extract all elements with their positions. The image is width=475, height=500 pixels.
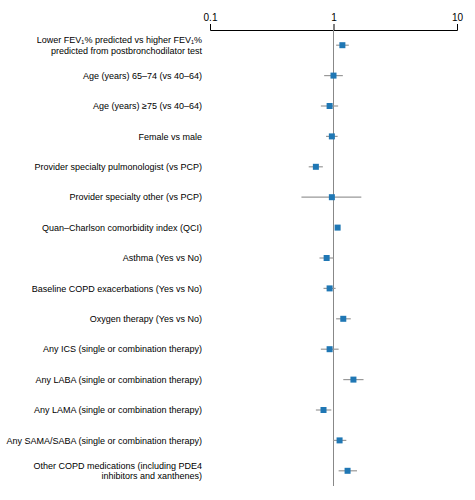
row-label: Oxygen therapy (Yes vs No) — [90, 314, 202, 324]
row-label: Any SAMA/SABA (single or combination the… — [6, 436, 202, 446]
row-label: Provider specialty other (vs PCP) — [69, 192, 202, 202]
row-label: Any LABA (single or combination therapy) — [35, 375, 202, 385]
estimate — [329, 133, 335, 139]
row-label-line: Any LABA (single or combination therapy) — [35, 375, 202, 385]
x-axis: 0.1 1 10 — [204, 12, 464, 31]
tick: 10 — [452, 12, 464, 30]
row-label: Age (years) 65–74 (vs 40–64) — [83, 71, 202, 81]
tick-label: 1 — [331, 12, 337, 23]
tick-label: 0.1 — [204, 12, 218, 23]
estimate — [350, 377, 356, 383]
row-label-line: Asthma (Yes vs No) — [123, 253, 202, 263]
row-label-line: Other COPD medications (including PDE4 — [33, 461, 202, 471]
tick-label: 10 — [452, 12, 464, 23]
row-label: Age (years) ≥75 (vs 40–64) — [93, 101, 202, 111]
row-label: Provider specialty pulmonologist (vs PCP… — [34, 162, 202, 172]
row-label-line: Baseline COPD exacerbations (Yes vs No) — [32, 284, 202, 294]
row-label-line: Quan–Charlson comorbidity index (QCI) — [42, 223, 202, 233]
tick: 0.1 — [204, 12, 218, 30]
row-labels: Lower FEV₁% predicted vs higher FEV₁%pre… — [6, 35, 202, 481]
estimate — [345, 468, 351, 474]
row-label: Lower FEV₁% predicted vs higher FEV₁%pre… — [37, 35, 203, 56]
row-label-line: Oxygen therapy (Yes vs No) — [90, 314, 202, 324]
row-label-line: Any ICS (single or combination therapy) — [43, 344, 202, 354]
row-label-line: Any SAMA/SABA (single or combination the… — [6, 436, 202, 446]
row-label: Female vs male — [138, 132, 202, 142]
tick-mark — [210, 24, 211, 30]
estimate — [327, 285, 333, 291]
row-label: Asthma (Yes vs No) — [123, 253, 202, 263]
estimate — [327, 346, 333, 352]
estimate — [327, 103, 333, 109]
row-label-line: Any LAMA (single or combination therapy) — [34, 405, 202, 415]
estimate — [339, 42, 345, 48]
marks — [301, 30, 363, 486]
row-label: Quan–Charlson comorbidity index (QCI) — [42, 223, 202, 233]
estimate — [337, 437, 343, 443]
estimate — [331, 73, 337, 79]
plot: 0.1 1 10 — [204, 12, 464, 486]
row-label-line: Female vs male — [138, 132, 202, 142]
estimate — [329, 194, 335, 200]
row-label-line: Lower FEV₁% predicted vs higher FEV₁% — [37, 35, 202, 45]
row-label-line: Provider specialty other (vs PCP) — [69, 192, 202, 202]
row-label: Baseline COPD exacerbations (Yes vs No) — [32, 284, 202, 294]
estimate — [340, 316, 346, 322]
row-label-line: Age (years) 65–74 (vs 40–64) — [83, 71, 202, 81]
tick-mark — [334, 24, 335, 30]
estimate — [321, 407, 327, 413]
chart: Lower FEV₁% predicted vs higher FEV₁%pre… — [0, 0, 475, 500]
tick-mark — [457, 24, 458, 30]
row-label-line: predicted from postbronchodilator test — [51, 46, 203, 56]
row-label-line: inhibitors and xanthenes) — [101, 471, 202, 481]
row-label-line: Age (years) ≥75 (vs 40–64) — [93, 101, 202, 111]
estimate — [313, 164, 319, 170]
tick: 1 — [331, 12, 337, 30]
row-label: Any LAMA (single or combination therapy) — [34, 405, 202, 415]
row-label-line: Provider specialty pulmonologist (vs PCP… — [34, 162, 202, 172]
row-label: Any ICS (single or combination therapy) — [43, 344, 202, 354]
row-label: Other COPD medications (including PDE4in… — [33, 461, 202, 482]
estimate — [324, 255, 330, 261]
estimate — [335, 225, 341, 231]
axis-line — [211, 24, 458, 31]
